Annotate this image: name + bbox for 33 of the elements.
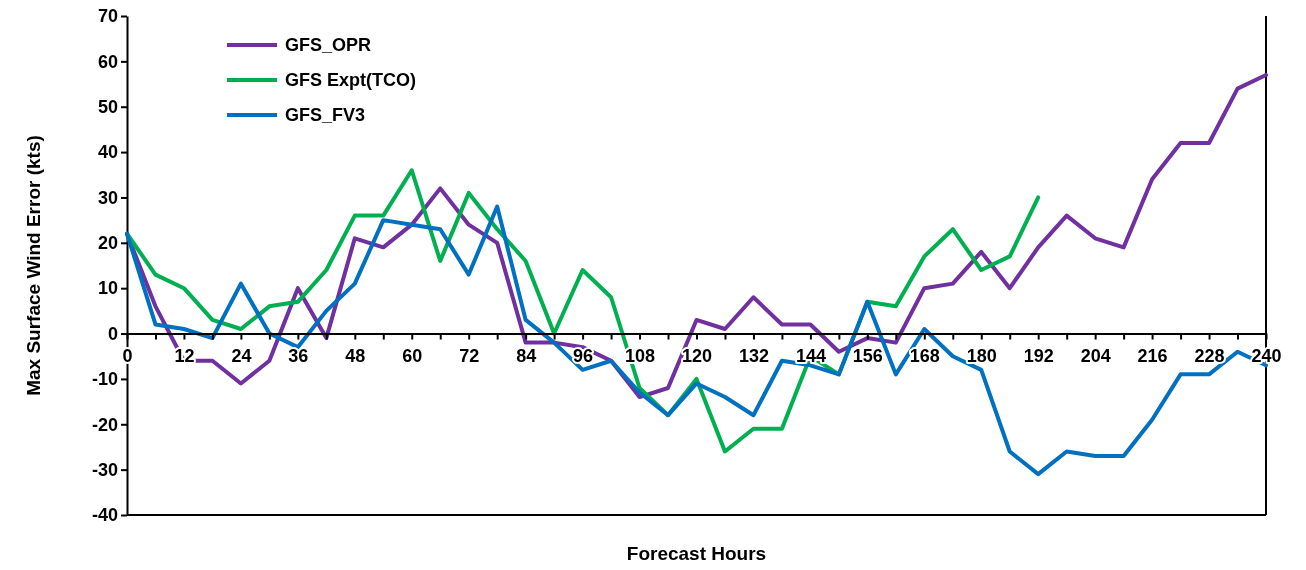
legend-label: GFS_FV3 <box>285 105 366 125</box>
x-tick-label: 60 <box>402 346 423 367</box>
x-tick-label: 168 <box>909 346 940 367</box>
y-tick-label: 40 <box>97 142 118 163</box>
y-tick-label: 10 <box>97 278 118 299</box>
y-tick-label: -40 <box>91 505 118 526</box>
y-tick-label: 30 <box>97 187 118 208</box>
x-tick-label: 84 <box>516 346 537 367</box>
y-tick-label: -10 <box>91 369 118 390</box>
x-tick-label: 156 <box>852 346 883 367</box>
y-tick-label: 70 <box>97 6 118 27</box>
y-tick-label: 20 <box>97 233 118 254</box>
legend-label: GFS Expt(TCO) <box>285 70 416 90</box>
y-tick-label: -30 <box>91 459 118 480</box>
y-tick-label: 50 <box>97 96 118 117</box>
x-tick-label: 192 <box>1023 346 1054 367</box>
y-tick-label: -20 <box>91 414 118 435</box>
x-tick-label: 36 <box>288 346 309 367</box>
x-tick-label: 120 <box>681 346 713 367</box>
x-tick-label: 216 <box>1137 346 1168 367</box>
y-axis-title: Max Surface Wind Error (kts) <box>23 135 44 396</box>
x-tick-label: 180 <box>966 346 997 367</box>
legend-label: GFS_OPR <box>285 35 372 55</box>
x-tick-label: 72 <box>459 346 480 367</box>
x-tick-label: 96 <box>573 346 594 367</box>
y-tick-label: 0 <box>107 323 118 344</box>
x-tick-label: 228 <box>1194 346 1225 367</box>
x-axis-title: Forecast Hours <box>626 543 767 564</box>
x-tick-label: 24 <box>231 346 252 367</box>
y-tick-label: 60 <box>97 51 118 72</box>
x-tick-label: 48 <box>345 346 366 367</box>
x-tick-label: 132 <box>738 346 769 367</box>
x-tick-label: 204 <box>1080 346 1111 367</box>
